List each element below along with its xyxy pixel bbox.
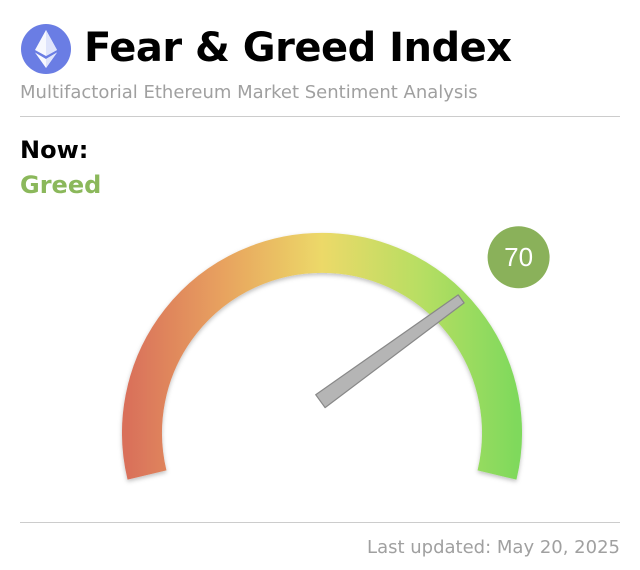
sentiment-label: Greed	[20, 171, 102, 199]
ethereum-icon	[21, 24, 71, 74]
page-subtitle: Multifactorial Ethereum Market Sentiment…	[20, 82, 478, 103]
divider-bottom	[20, 522, 620, 523]
header: Fear & Greed Index	[20, 20, 620, 80]
value-badge	[487, 226, 550, 289]
divider-top	[20, 116, 620, 117]
gauge-arc	[122, 232, 522, 480]
gauge-needle	[315, 294, 465, 409]
last-updated: Last updated: May 20, 2025	[367, 537, 620, 558]
value-badge-text: 70	[504, 242, 533, 272]
page-title: Fear & Greed Index	[84, 25, 512, 71]
now-label: Now:	[20, 136, 89, 164]
